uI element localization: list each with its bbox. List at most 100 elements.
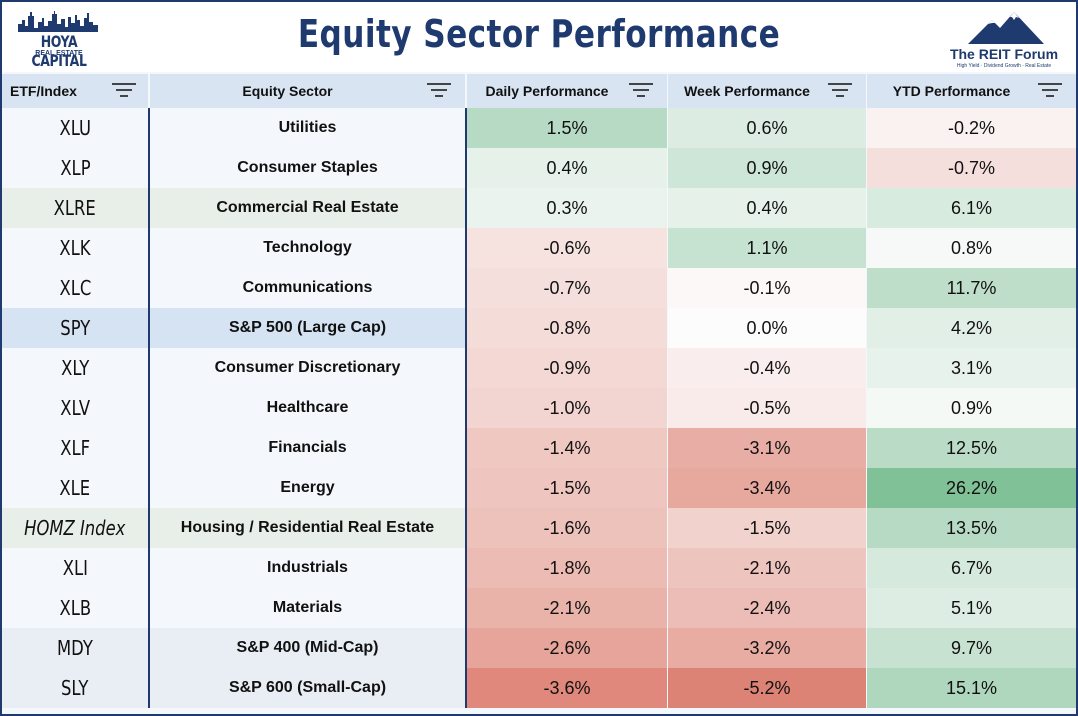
ticker-label: XLF	[60, 436, 90, 460]
mountain-icon	[968, 12, 1044, 44]
ytd-performance-cell: 6.7%	[867, 548, 1076, 588]
filter-icon[interactable]	[629, 83, 653, 99]
week-performance-cell: -3.2%	[668, 628, 866, 668]
week-performance-cell: -3.4%	[668, 468, 866, 508]
table-row: XLY Consumer Discretionary -0.9% -0.4% 3.1%	[2, 348, 1076, 388]
ticker-cell: MDY	[2, 628, 148, 668]
daily-performance-cell: 0.3%	[467, 188, 667, 228]
sector-cell: Energy	[150, 468, 465, 508]
column-header-label: ETF/Index	[10, 83, 77, 99]
table-row: XLP Consumer Staples 0.4% 0.9% -0.7%	[2, 148, 1076, 188]
ticker-cell: SLY	[2, 668, 148, 708]
week-performance-cell: 0.4%	[668, 188, 866, 228]
ytd-performance-cell: 13.5%	[867, 508, 1076, 548]
ytd-performance-cell: 5.1%	[867, 588, 1076, 628]
filter-icon[interactable]	[1038, 83, 1062, 99]
ticker-cell: XLU	[2, 108, 148, 148]
ytd-performance-cell: 0.9%	[867, 388, 1076, 428]
sector-cell: S&P 500 (Large Cap)	[150, 308, 465, 348]
daily-performance-cell: -1.4%	[467, 428, 667, 468]
ticker-label: XLV	[60, 396, 90, 420]
title-bar: HOYA CAPITAL REAL ESTATE Equity Sector P…	[2, 2, 1076, 72]
logo-right-name: The REIT Forum	[949, 46, 1059, 62]
ytd-performance-cell: 3.1%	[867, 348, 1076, 388]
daily-performance-cell: -2.1%	[467, 588, 667, 628]
filter-icon[interactable]	[112, 83, 136, 99]
ytd-performance-cell: 4.2%	[867, 308, 1076, 348]
ticker-label: XLB	[59, 596, 91, 620]
logo-left-name: HOYA CAPITAL	[31, 32, 87, 70]
column-header: YTD Performance	[867, 74, 1076, 110]
column-divider	[465, 108, 467, 708]
daily-performance-cell: 1.5%	[467, 108, 667, 148]
ticker-cell: XLF	[2, 428, 148, 468]
column-header-label: YTD Performance	[892, 83, 1011, 99]
logo-left-subtitle: REAL ESTATE	[35, 50, 83, 57]
ytd-performance-cell: 11.7%	[867, 268, 1076, 308]
sector-cell: Utilities	[150, 108, 465, 148]
daily-performance-cell: 0.4%	[467, 148, 667, 188]
ytd-performance-cell: 12.5%	[867, 428, 1076, 468]
ticker-label: XLP	[59, 156, 91, 180]
column-header: Daily Performance	[467, 74, 667, 110]
ticker-cell: XLP	[2, 148, 148, 188]
sector-cell: Financials	[150, 428, 465, 468]
column-divider	[148, 108, 150, 708]
sector-cell: Communications	[150, 268, 465, 308]
week-performance-cell: 0.0%	[668, 308, 866, 348]
ticker-label: XLU	[59, 116, 91, 140]
sector-cell: Consumer Discretionary	[150, 348, 465, 388]
ticker-cell: XLV	[2, 388, 148, 428]
table-row: SLY S&P 600 (Small-Cap) -3.6% -5.2% 15.1%	[2, 668, 1076, 708]
daily-performance-cell: -0.8%	[467, 308, 667, 348]
sector-cell: S&P 600 (Small-Cap)	[150, 668, 465, 708]
sector-cell: Consumer Staples	[150, 148, 465, 188]
column-header: ETF/Index	[2, 74, 148, 110]
ticker-cell: XLRE	[2, 188, 148, 228]
sector-cell: Commercial Real Estate	[150, 188, 465, 228]
ticker-cell: XLY	[2, 348, 148, 388]
ticker-label: XLI	[62, 556, 88, 580]
table-row: SPY S&P 500 (Large Cap) -0.8% 0.0% 4.2%	[2, 308, 1076, 348]
column-header-label: Equity Sector	[242, 83, 333, 99]
table-row: XLU Utilities 1.5% 0.6% -0.2%	[2, 108, 1076, 148]
week-performance-cell: -0.1%	[668, 268, 866, 308]
page-title: Equity Sector Performance	[297, 12, 781, 56]
ticker-cell: XLB	[2, 588, 148, 628]
reit-forum-logo: The REIT Forum High Yield · Dividend Gro…	[944, 10, 1064, 69]
ticker-cell: XLI	[2, 548, 148, 588]
column-header-label: Daily Performance	[485, 83, 609, 99]
column-header-label: Week Performance	[684, 83, 810, 99]
daily-performance-cell: -1.8%	[467, 548, 667, 588]
ticker-cell: XLE	[2, 468, 148, 508]
week-performance-cell: 0.6%	[668, 108, 866, 148]
sector-cell: Healthcare	[150, 388, 465, 428]
ticker-label: XLC	[59, 276, 91, 300]
ticker-label: XLE	[59, 476, 91, 500]
ticker-label: XLY	[60, 356, 90, 380]
filter-icon[interactable]	[828, 83, 852, 99]
ytd-performance-cell: 6.1%	[867, 188, 1076, 228]
sector-cell: Technology	[150, 228, 465, 268]
table-row: XLE Energy -1.5% -3.4% 26.2%	[2, 468, 1076, 508]
ticker-label: SLY	[61, 676, 89, 700]
daily-performance-cell: -0.9%	[467, 348, 667, 388]
sector-cell: S&P 400 (Mid-Cap)	[150, 628, 465, 668]
ytd-performance-cell: 0.8%	[867, 228, 1076, 268]
week-performance-cell: -5.2%	[668, 668, 866, 708]
ticker-label: MDY	[57, 636, 93, 660]
ytd-performance-cell: 15.1%	[867, 668, 1076, 708]
daily-performance-cell: -1.0%	[467, 388, 667, 428]
daily-performance-cell: -3.6%	[467, 668, 667, 708]
table-row: HOMZ Index Housing / Residential Real Est…	[2, 508, 1076, 548]
table-row: MDY S&P 400 (Mid-Cap) -2.6% -3.2% 9.7%	[2, 628, 1076, 668]
week-performance-cell: 0.9%	[668, 148, 866, 188]
column-header: Week Performance	[668, 74, 866, 110]
filter-icon[interactable]	[427, 83, 451, 99]
ytd-performance-cell: 26.2%	[867, 468, 1076, 508]
sector-cell: Housing / Residential Real Estate	[150, 508, 465, 548]
ticker-cell: XLC	[2, 268, 148, 308]
table-row: XLI Industrials -1.8% -2.1% 6.7%	[2, 548, 1076, 588]
table-row: XLC Communications -0.7% -0.1% 11.7%	[2, 268, 1076, 308]
daily-performance-cell: -0.7%	[467, 268, 667, 308]
